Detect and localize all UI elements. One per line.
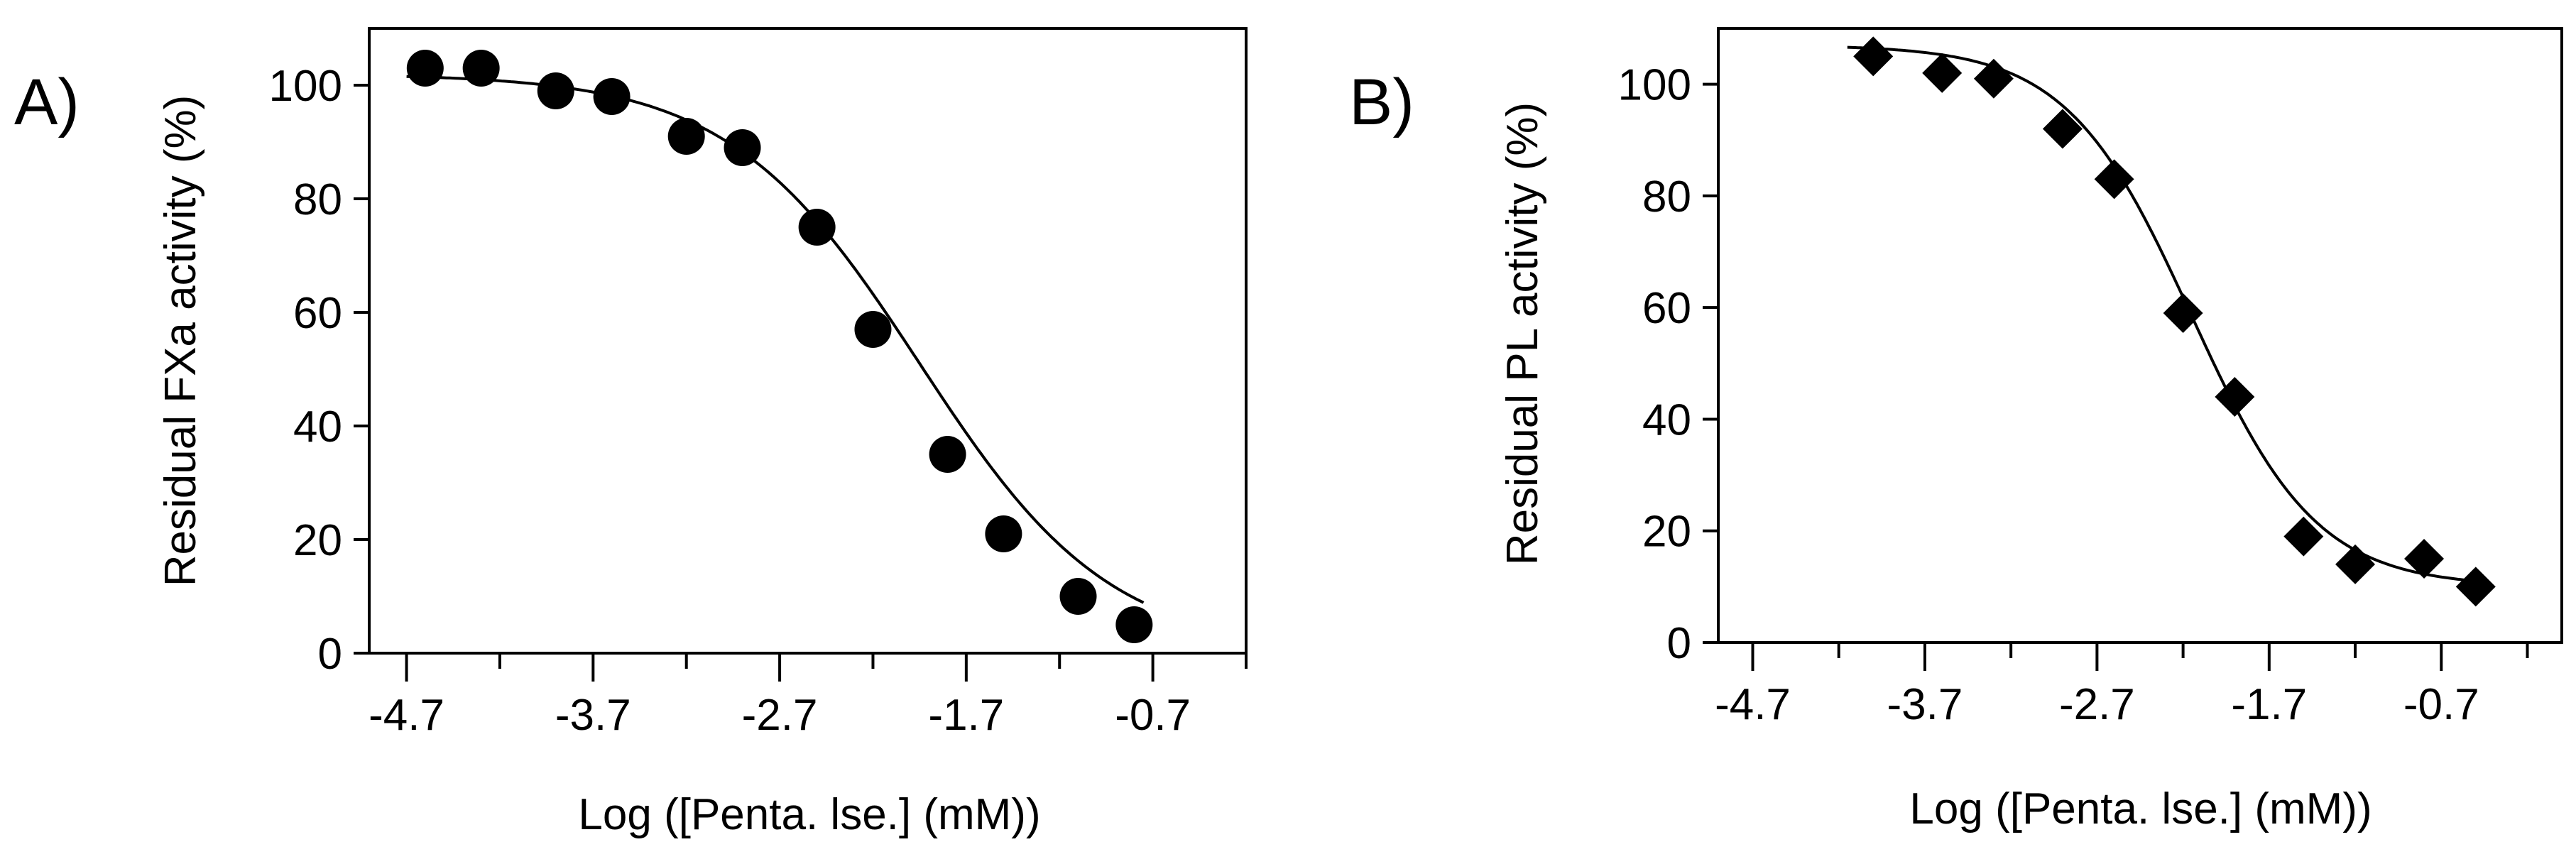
panel-b-label: B)	[1349, 66, 1414, 138]
data-point	[2455, 567, 2496, 607]
data-point	[1973, 58, 2014, 99]
data-point	[2215, 377, 2255, 417]
y-tick-label: 60	[293, 289, 342, 338]
panel-b-y-ticks: 0 20 40 60 80 100	[1618, 61, 1718, 668]
panel-a-x-ticks: -4.7 -3.7 -2.7 -1.7 -0.7	[369, 653, 1248, 740]
data-point	[2335, 544, 2376, 584]
data-point	[537, 72, 574, 109]
x-tick-label: -0.7	[2403, 680, 2479, 729]
x-tick-label: -1.7	[928, 691, 1004, 740]
y-tick-label: 20	[293, 516, 342, 565]
x-tick-label: -4.7	[369, 691, 444, 740]
x-tick-label: -0.7	[1115, 691, 1191, 740]
x-tick-label: -2.7	[2059, 680, 2135, 729]
y-tick-label: 100	[269, 62, 342, 111]
panel-b-points	[1853, 36, 2496, 607]
x-tick-label: -4.7	[1715, 680, 1791, 729]
panel-b-frame	[1717, 27, 2563, 644]
panel-b-fit-curve	[1847, 45, 2485, 584]
y-tick-label: 0	[318, 630, 342, 679]
x-tick-label: -3.7	[555, 691, 631, 740]
panel-a-label: A)	[14, 66, 80, 138]
data-point	[667, 118, 705, 155]
data-point	[462, 50, 500, 87]
y-tick-label: 20	[1642, 508, 1691, 557]
data-point	[2042, 109, 2083, 149]
data-point	[929, 436, 966, 473]
panel-b-x-ticks: -4.7 -3.7 -2.7 -1.7 -0.7	[1715, 642, 2529, 729]
panel-a-xlabel: Log ([Penta. lse.] (mM))	[578, 790, 1040, 839]
x-tick-label: -2.7	[742, 691, 818, 740]
y-tick-label: 40	[293, 403, 342, 452]
data-point	[406, 50, 444, 87]
panel-a-frame	[368, 27, 1248, 655]
data-point	[2404, 539, 2445, 579]
y-tick-label: 60	[1642, 284, 1691, 333]
y-tick-label: 80	[1642, 173, 1691, 222]
data-point	[724, 129, 761, 166]
panel-a-y-ticks: 0 20 40 60 80 100	[269, 62, 369, 679]
data-point	[593, 78, 631, 115]
data-point	[798, 209, 836, 246]
data-point	[1115, 606, 1153, 643]
data-point	[1059, 578, 1097, 615]
data-point	[985, 515, 1022, 552]
panel-b: B) 0 20 40 60 80 100 -4.7 -3.7 -2.7 -1.7 -0.7 Res…	[1349, 27, 2563, 833]
y-tick-label: 80	[293, 175, 342, 224]
y-tick-label: 40	[1642, 395, 1691, 444]
data-point	[2163, 293, 2203, 334]
panel-a-points	[406, 50, 1153, 643]
x-tick-label: -3.7	[1887, 680, 1963, 729]
data-point	[1853, 36, 1894, 77]
panel-a: A) 0 20 40 60 80 100 -4.7 -3.7 -2.7 -1.7 -0.7 Res…	[14, 27, 1248, 839]
data-point	[2094, 159, 2134, 199]
x-tick-label: -1.7	[2231, 680, 2307, 729]
y-tick-label: 0	[1667, 619, 1691, 668]
panel-a-ylabel: Residual FXa activity (%)	[156, 95, 205, 587]
data-point	[1922, 53, 1963, 93]
panel-b-ylabel: Residual PL activity (%)	[1498, 102, 1547, 565]
data-point	[854, 311, 892, 348]
panel-a-fit-curve	[406, 75, 1145, 604]
panel-b-xlabel: Log ([Penta. lse.] (mM))	[1909, 784, 2372, 833]
y-tick-label: 100	[1618, 61, 1691, 110]
data-point	[2283, 516, 2324, 557]
